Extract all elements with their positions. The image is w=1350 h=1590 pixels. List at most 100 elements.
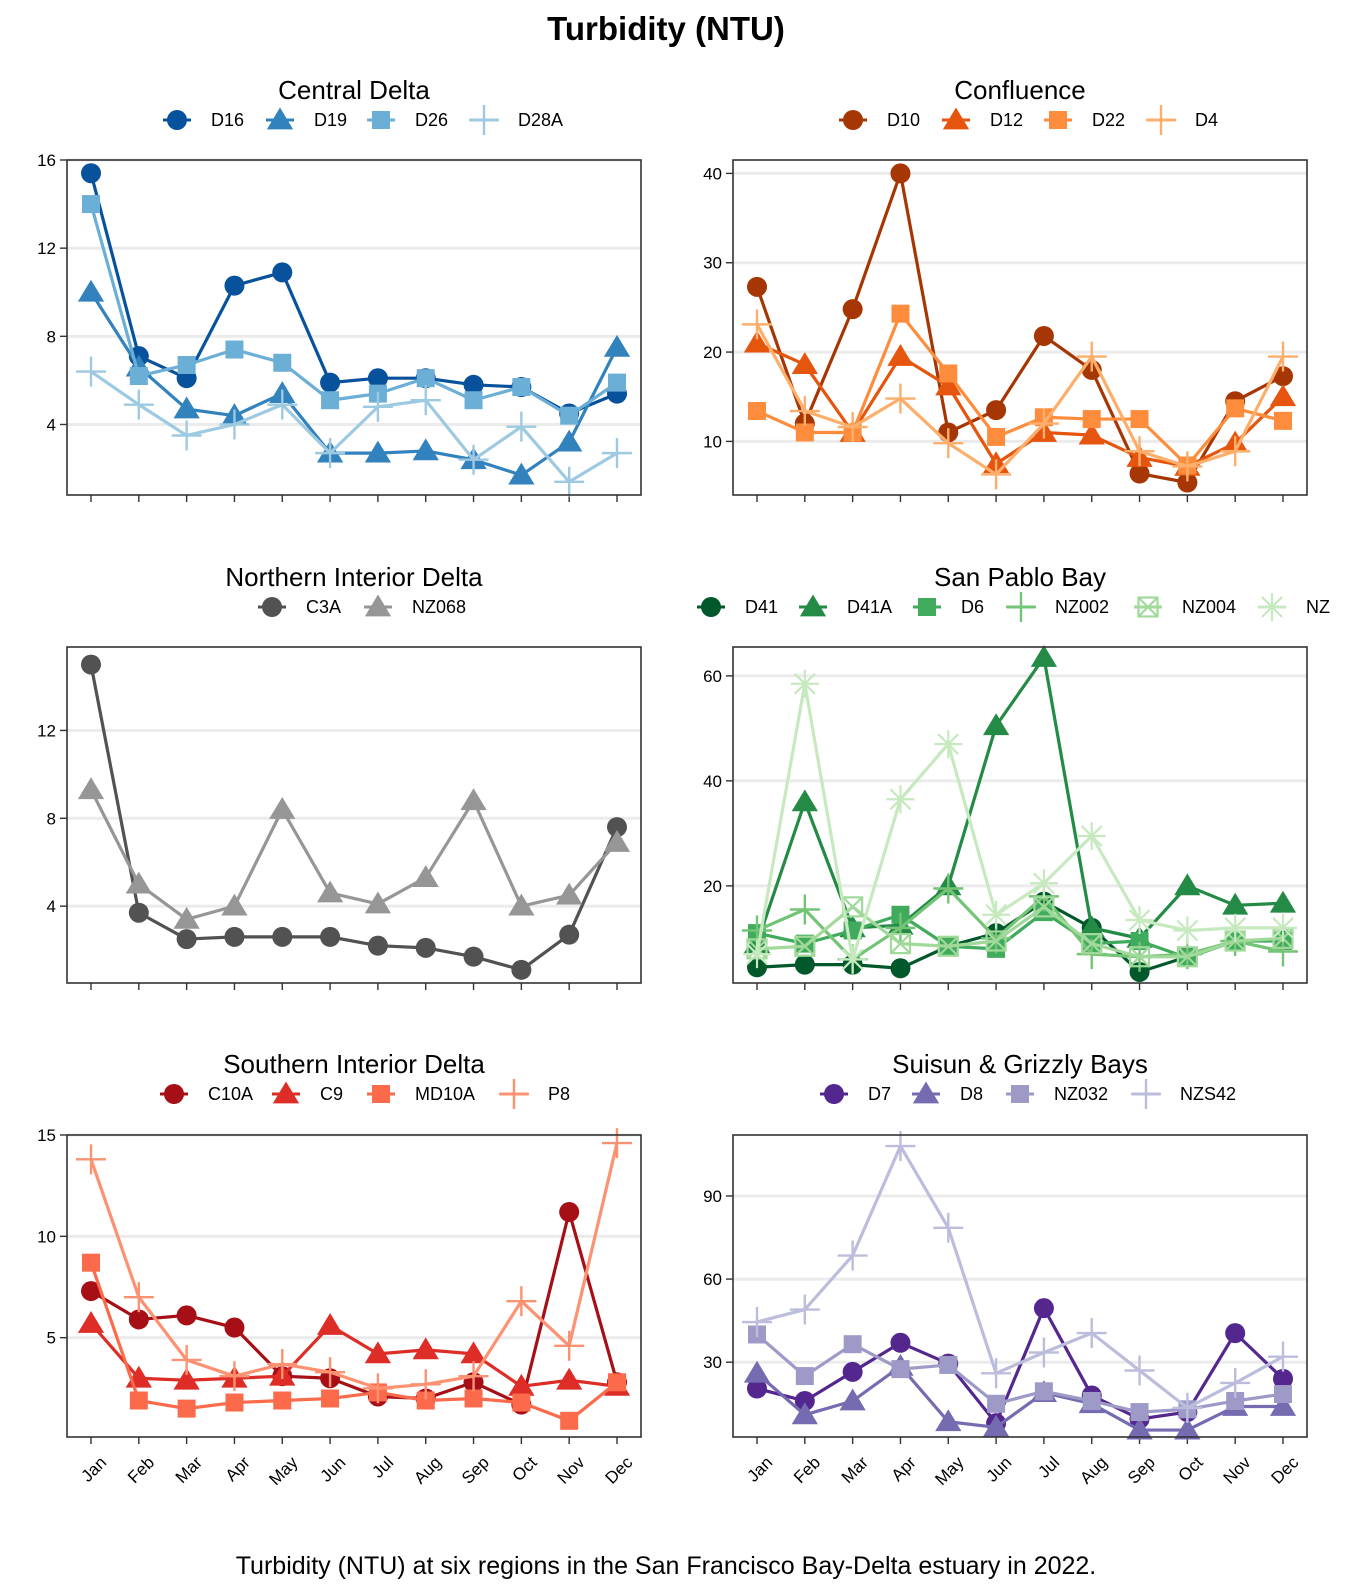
data-point [603,829,631,852]
data-point [981,459,1012,490]
series-nz068 [77,777,631,929]
x-axis: Jan Feb Mar Apr May Jun Jul Aug Sep Oct Nov Dec [743,1437,1303,1489]
data-point [987,427,1006,446]
data-point [1029,869,1058,898]
data-point [1173,916,1202,945]
data-point [982,1414,1010,1437]
panel-border [732,1134,1308,1438]
legend-key-circle [262,597,282,617]
data-point [891,304,910,323]
x-tick-label: Aug [1076,1453,1111,1488]
data-point [267,1349,298,1380]
data-point [273,1391,292,1410]
series-line [90,1210,619,1407]
series-d19 [77,279,631,485]
data-point [362,1373,393,1404]
panel-4: San Pablo Bay D41 D41A D6 NZ002 NZ004 NZ 20 40 60 [697,562,1330,990]
data-point [1269,384,1297,407]
data-point [939,1355,958,1374]
y-tick-label: 5 [47,1329,56,1348]
data-point [742,309,772,340]
data-point [933,428,964,459]
legend-item-d6: D6 [913,597,984,617]
data-point [842,299,863,320]
data-point [1081,933,1103,955]
data-point [791,789,818,812]
x-tick-label: Nov [554,1453,589,1488]
data-point [790,669,819,698]
data-point [1225,1323,1246,1344]
legend-label: D22 [1092,110,1125,130]
data-point [173,396,200,419]
data-point [316,1313,344,1335]
data-point [1034,1382,1053,1401]
data-point [1033,896,1055,918]
panel-border [732,159,1308,496]
series-c3a [81,654,627,980]
legend-key-asterisk [1258,593,1286,621]
data-point [1177,472,1198,493]
legend-key-triangle [942,107,970,130]
data-point [1077,822,1106,850]
series-d7 [747,1298,1293,1434]
data-point [842,1361,863,1382]
data-point [1176,946,1198,968]
data-point [269,797,296,819]
data-point [364,1341,392,1364]
data-point [1220,1367,1251,1398]
legend-key-triangle [912,1081,940,1104]
panel-3: Northern Interior Delta C3A NZ068 4 8 12 [37,562,642,990]
y-tick-label: 4 [47,897,56,916]
y-tick-label: 10 [37,1227,56,1246]
data-point [556,429,583,452]
legend-key-square [1011,1085,1029,1103]
data-point [1269,890,1297,913]
legend-item-p8: P8 [499,1079,570,1109]
x-axis: Jan Feb Mar Apr May Jun Jul Aug Sep Oct Nov Dec [77,1437,637,1489]
series-line [756,1144,1284,1410]
data-point [839,1388,866,1411]
y-tick-label: 20 [703,343,722,362]
x-tick-label: Mar [172,1453,206,1487]
legend-label: D16 [211,110,244,130]
data-point [123,1282,154,1313]
legend-item-nz004: NZ004 [1134,596,1236,618]
data-point [1030,645,1058,667]
data-point [176,1305,197,1326]
data-point [556,882,583,905]
legend-key-square [1049,111,1067,129]
legend-key-triangle [272,1081,300,1104]
data-point [1125,906,1154,934]
legend-item-d8: D8 [912,1081,983,1104]
data-point [76,1144,106,1175]
data-point [511,959,532,980]
y-axis: 10 20 30 40 [703,164,733,451]
legend-label: P8 [548,1084,570,1104]
series-p8 [76,1128,632,1404]
legend-label: D19 [314,110,347,130]
x-tick-label: Apr [888,1453,920,1485]
data-point [458,1361,489,1392]
legend-item-nz068: NZ068 [364,594,466,617]
data-point [76,356,106,387]
legend-key-square [372,1085,390,1103]
legend-key-plus [1146,105,1176,135]
data-point [224,1317,245,1338]
data-point [315,1357,346,1388]
legend-label: D12 [990,110,1023,130]
legend-label: C10A [208,1084,253,1104]
gridlines [733,1194,1307,1364]
data-point [225,340,244,359]
legend-key-triangle [266,107,294,130]
data-point [77,777,105,800]
data-point [748,402,766,421]
data-point [890,958,911,979]
data-point [608,373,626,392]
data-point [560,406,579,425]
data-point [1268,341,1298,372]
data-point [789,894,820,925]
data-point [1076,1318,1107,1349]
series-d4 [742,309,1298,490]
data-point [607,817,627,838]
data-point [367,935,388,956]
